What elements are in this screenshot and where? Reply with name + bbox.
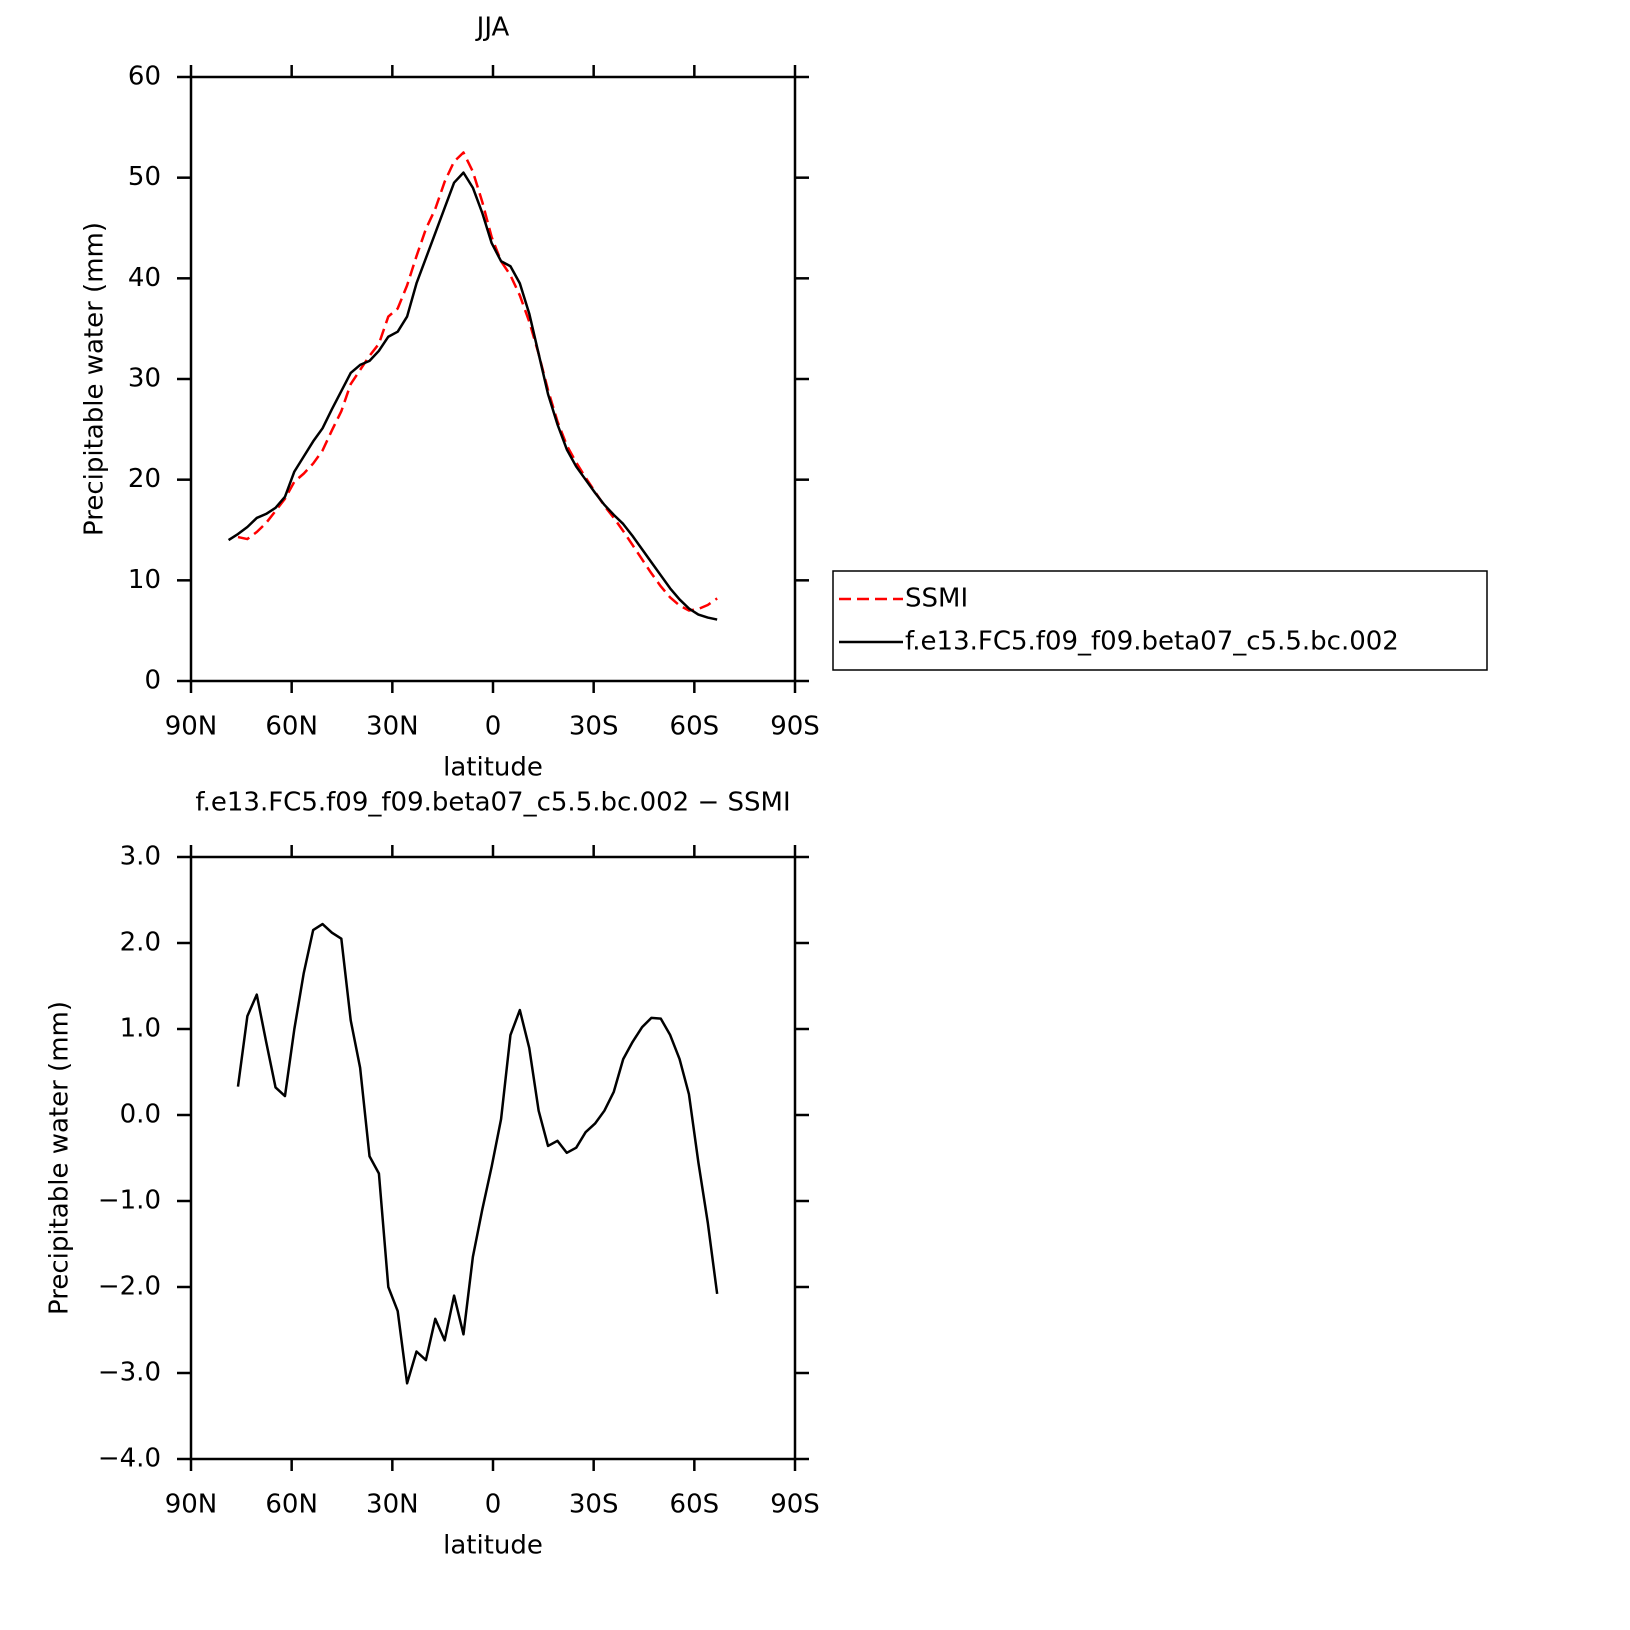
x-tick-label: 90S [770, 1490, 820, 1520]
y-tick-label: 3.0 [120, 842, 161, 872]
x-tick-label: 60N [265, 1490, 318, 1520]
plot-frame [189, 855, 797, 1461]
y-tick-label: 30 [128, 364, 161, 394]
y-tick-label: −1.0 [98, 1186, 161, 1216]
x-tick-label: 60S [670, 1490, 720, 1520]
y-tick-label: −3.0 [98, 1358, 161, 1388]
y-tick-label: 2.0 [120, 928, 161, 958]
y-tick-label: 60 [128, 62, 161, 92]
y-tick-label: 1.0 [120, 1014, 161, 1044]
x-tick-label: 60S [670, 712, 720, 742]
x-axis-label: latitude [443, 1531, 543, 1561]
y-tick-label: 0 [144, 666, 161, 696]
x-tick-label: 90N [165, 1490, 218, 1520]
y-tick-label: 10 [128, 565, 161, 595]
data-line [227, 171, 718, 621]
legend-box [832, 570, 1488, 671]
y-axis-label: Precipitable water (mm) [45, 1001, 75, 1315]
x-tick-label: 0 [485, 1490, 502, 1520]
x-tick-label: 90N [165, 712, 218, 742]
x-tick-label: 30S [569, 1490, 619, 1520]
x-tick-label: 30N [366, 712, 419, 742]
y-tick-label: 50 [128, 162, 161, 192]
y-tick-label: 20 [128, 464, 161, 494]
y-tick-label: 0.0 [120, 1100, 161, 1130]
legend-label: f.e13.FC5.f09_f09.beta07_c5.5.bc.002 [905, 627, 1399, 657]
x-axis-label: latitude [443, 753, 543, 783]
y-axis-label: Precipitable water (mm) [80, 222, 110, 536]
plot-frame [189, 75, 797, 683]
x-tick-label: 30S [569, 712, 619, 742]
x-tick-label: 0 [485, 712, 502, 742]
chart-title: JJA [475, 13, 510, 43]
y-tick-label: −2.0 [98, 1272, 161, 1302]
data-line [236, 922, 719, 1385]
legend-label: SSMI [905, 584, 968, 614]
data-line [237, 151, 718, 612]
x-tick-label: 30N [366, 1490, 419, 1520]
x-tick-label: 90S [770, 712, 820, 742]
y-tick-label: 40 [128, 263, 161, 293]
chart-title: f.e13.FC5.f09_f09.beta07_c5.5.bc.002 − S… [195, 788, 790, 818]
y-tick-label: −4.0 [98, 1444, 161, 1474]
x-tick-label: 60N [265, 712, 318, 742]
